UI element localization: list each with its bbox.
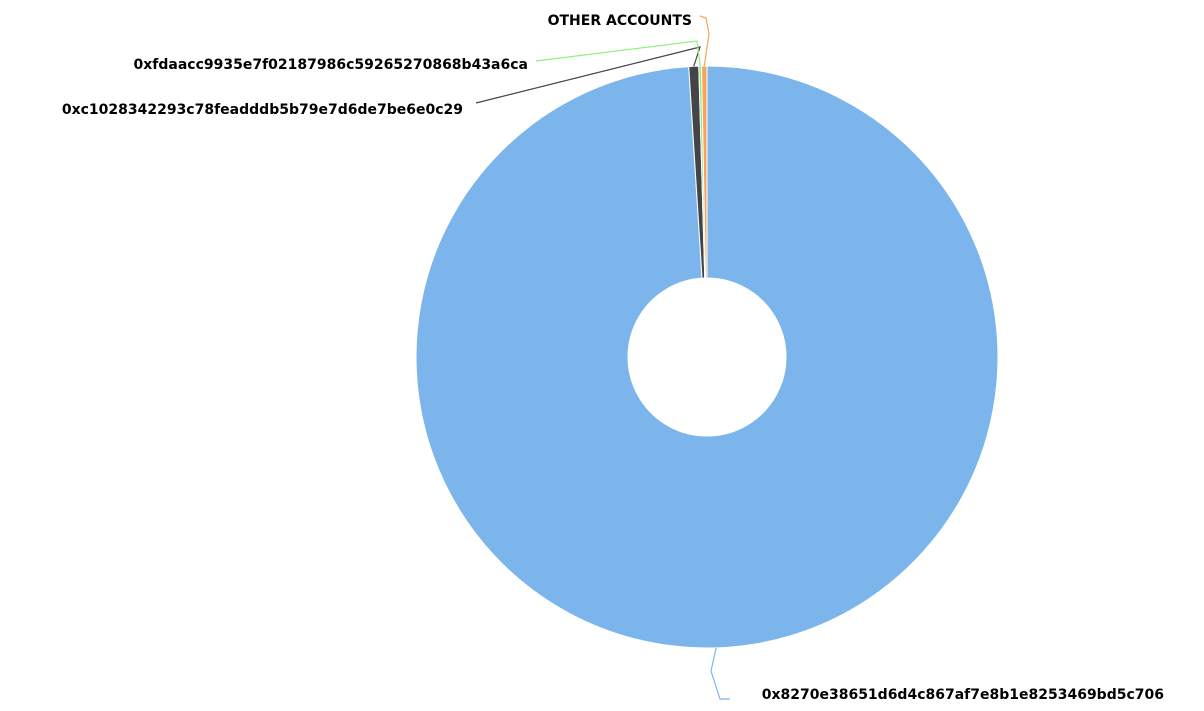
label-connector-1 xyxy=(710,647,730,700)
label-connector-4 xyxy=(699,15,710,67)
slice-label-3: 0xfdaacc9935e7f02187986c59265270868b43a6… xyxy=(134,57,529,73)
label-connector-3 xyxy=(535,40,701,67)
label-connectors xyxy=(475,15,730,700)
pie-slices xyxy=(415,65,999,649)
label-connector-2 xyxy=(475,46,701,104)
slice-labels: 0x8270e38651d6d4c867af7e8b1e8253469bd5c7… xyxy=(62,13,1164,703)
slice-label-2: 0xc1028342293c78feadddb5b79e7d6de7be6e0c… xyxy=(62,102,463,118)
slice-label-1: 0x8270e38651d6d4c867af7e8b1e8253469bd5c7… xyxy=(762,687,1164,703)
pie-slice-1[interactable] xyxy=(415,65,999,649)
pie-slice-4[interactable] xyxy=(701,65,708,279)
slice-label-4: OTHER ACCOUNTS xyxy=(548,13,692,29)
